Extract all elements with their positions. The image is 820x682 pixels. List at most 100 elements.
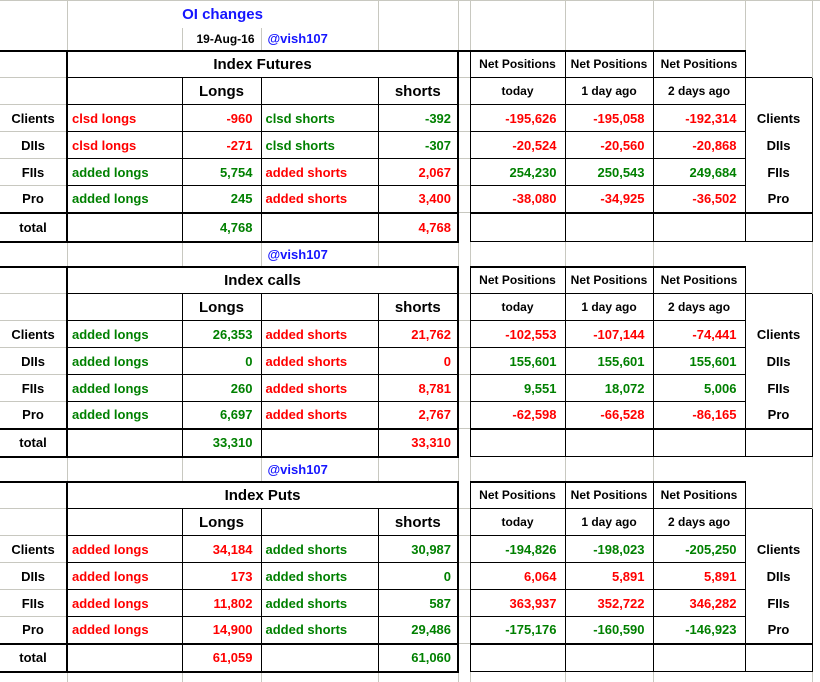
long-action-cell[interactable]: added longs	[66, 562, 182, 590]
net-period-header[interactable]: 2 days ago	[652, 293, 746, 321]
short-value-cell[interactable]: 2,767	[377, 401, 459, 429]
long-value-cell[interactable]: -271	[181, 131, 261, 159]
total-label[interactable]: total	[0, 642, 67, 672]
col-header-longs[interactable]: Longs	[181, 77, 261, 105]
row-label[interactable]: FIIs	[0, 589, 67, 617]
row-label[interactable]: Pro	[0, 616, 67, 644]
short-value-cell[interactable]: 29,486	[377, 616, 459, 644]
net-value-cell[interactable]: -20,868	[652, 131, 746, 159]
row-label[interactable]: DIIs	[0, 347, 67, 375]
net-value-cell[interactable]: -66,528	[564, 401, 654, 429]
short-value-cell[interactable]: 0	[377, 562, 459, 590]
side-label[interactable]: Pro	[744, 401, 813, 429]
short-value-cell[interactable]: 8,781	[377, 374, 459, 402]
side-label[interactable]: DIIs	[744, 347, 813, 375]
net-positions-header[interactable]: Net Positions	[564, 265, 654, 294]
net-value-cell[interactable]: -192,314	[652, 104, 746, 132]
long-action-cell[interactable]: clsd longs	[66, 104, 182, 132]
net-value-cell[interactable]: 5,891	[564, 562, 654, 590]
col-header-shorts[interactable]: shorts	[377, 293, 459, 321]
total-short-value[interactable]: 61,060	[377, 642, 459, 672]
short-value-cell[interactable]: 30,987	[377, 535, 459, 563]
net-value-cell[interactable]: 249,684	[652, 158, 746, 186]
total-label[interactable]: total	[0, 427, 67, 457]
long-action-cell[interactable]: added longs	[66, 535, 182, 563]
net-value-cell[interactable]: 155,601	[564, 347, 654, 375]
net-value-cell[interactable]: -195,058	[564, 104, 654, 132]
section-title[interactable]: Index Futures	[65, 49, 459, 78]
sheet-title[interactable]: OI changes	[66, 0, 379, 28]
row-label[interactable]: FIIs	[0, 374, 67, 402]
handle-cell[interactable]: @vish107	[260, 455, 379, 482]
side-label[interactable]: FIIs	[744, 374, 813, 402]
net-value-cell[interactable]: 155,601	[469, 347, 566, 375]
long-value-cell[interactable]: 6,697	[181, 401, 261, 429]
net-positions-header[interactable]: Net Positions	[469, 480, 566, 509]
long-value-cell[interactable]: 11,802	[181, 589, 261, 617]
net-value-cell[interactable]: 5,891	[652, 562, 746, 590]
net-value-cell[interactable]: 363,937	[469, 589, 566, 617]
net-value-cell[interactable]: 346,282	[652, 589, 746, 617]
long-value-cell[interactable]: 245	[181, 185, 261, 213]
short-action-cell[interactable]: added shorts	[260, 562, 379, 590]
short-value-cell[interactable]: -307	[377, 131, 459, 159]
net-value-cell[interactable]: -34,925	[564, 185, 654, 213]
short-value-cell[interactable]: 2,067	[377, 158, 459, 186]
row-label[interactable]: DIIs	[0, 131, 67, 159]
long-value-cell[interactable]: 26,353	[181, 320, 261, 348]
col-header-longs[interactable]: Longs	[181, 508, 261, 536]
net-value-cell[interactable]: 18,072	[564, 374, 654, 402]
net-positions-header[interactable]: Net Positions	[652, 480, 746, 509]
long-value-cell[interactable]: 173	[181, 562, 261, 590]
side-label[interactable]: Clients	[744, 320, 813, 348]
net-period-header[interactable]: today	[469, 508, 566, 536]
row-label[interactable]: Clients	[0, 104, 67, 132]
long-action-cell[interactable]: added longs	[66, 158, 182, 186]
short-value-cell[interactable]: -392	[377, 104, 459, 132]
net-value-cell[interactable]: -20,560	[564, 131, 654, 159]
net-value-cell[interactable]: 254,230	[469, 158, 566, 186]
side-label[interactable]: Clients	[744, 104, 813, 132]
long-action-cell[interactable]: added longs	[66, 320, 182, 348]
long-action-cell[interactable]: clsd longs	[66, 131, 182, 159]
short-value-cell[interactable]: 3,400	[377, 185, 459, 213]
side-label[interactable]: Pro	[744, 185, 813, 213]
net-value-cell[interactable]: -107,144	[564, 320, 654, 348]
long-action-cell[interactable]: added longs	[66, 185, 182, 213]
long-action-cell[interactable]: added longs	[66, 374, 182, 402]
net-value-cell[interactable]: 5,006	[652, 374, 746, 402]
net-value-cell[interactable]: -62,598	[469, 401, 566, 429]
net-value-cell[interactable]: -38,080	[469, 185, 566, 213]
short-action-cell[interactable]: added shorts	[260, 320, 379, 348]
net-positions-header[interactable]: Net Positions	[564, 480, 654, 509]
row-label[interactable]: DIIs	[0, 562, 67, 590]
net-value-cell[interactable]: -194,826	[469, 535, 566, 563]
net-value-cell[interactable]: -20,524	[469, 131, 566, 159]
net-period-header[interactable]: today	[469, 77, 566, 105]
net-value-cell[interactable]: -205,250	[652, 535, 746, 563]
long-action-cell[interactable]: added longs	[66, 589, 182, 617]
handle-cell[interactable]: @vish107	[260, 240, 379, 267]
date-cell[interactable]: 19-Aug-16	[181, 27, 261, 51]
net-value-cell[interactable]: -36,502	[652, 185, 746, 213]
long-value-cell[interactable]: 260	[181, 374, 261, 402]
net-value-cell[interactable]: -198,023	[564, 535, 654, 563]
long-value-cell[interactable]: 0	[181, 347, 261, 375]
net-value-cell[interactable]: -160,590	[564, 616, 654, 644]
short-value-cell[interactable]: 0	[377, 347, 459, 375]
long-action-cell[interactable]: added longs	[66, 401, 182, 429]
short-action-cell[interactable]: added shorts	[260, 616, 379, 644]
short-action-cell[interactable]: added shorts	[260, 589, 379, 617]
short-action-cell[interactable]: added shorts	[260, 535, 379, 563]
net-value-cell[interactable]: -74,441	[652, 320, 746, 348]
net-positions-header[interactable]: Net Positions	[564, 49, 654, 78]
net-value-cell[interactable]: -175,176	[469, 616, 566, 644]
row-label[interactable]: Pro	[0, 401, 67, 429]
net-value-cell[interactable]: -86,165	[652, 401, 746, 429]
net-value-cell[interactable]: 250,543	[564, 158, 654, 186]
short-action-cell[interactable]: added shorts	[260, 401, 379, 429]
row-label[interactable]: FIIs	[0, 158, 67, 186]
net-value-cell[interactable]: 352,722	[564, 589, 654, 617]
net-value-cell[interactable]: -146,923	[652, 616, 746, 644]
total-short-value[interactable]: 33,310	[377, 427, 459, 457]
